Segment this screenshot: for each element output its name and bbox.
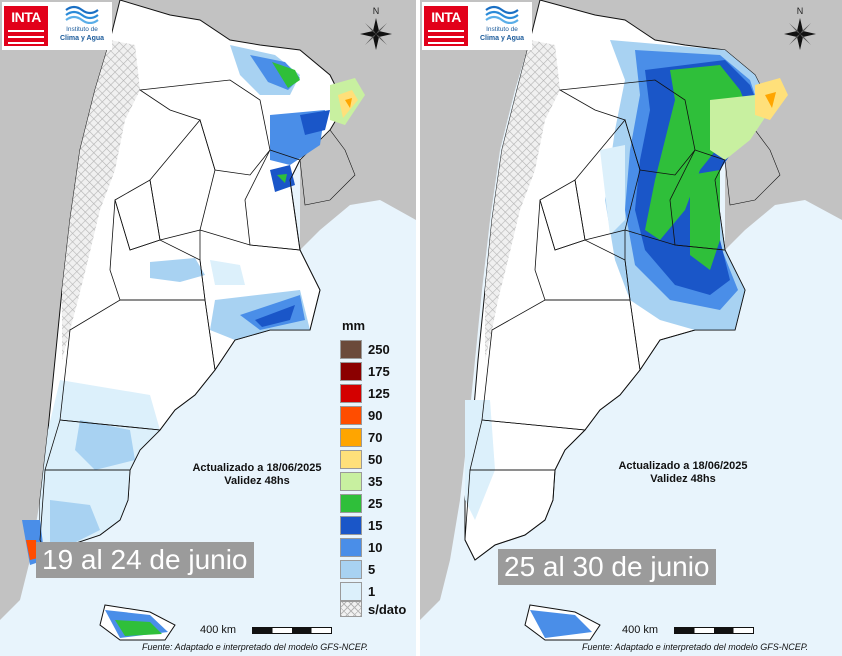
legend-class-5: 5 <box>340 558 416 579</box>
period-label: 25 al 30 de junio <box>498 549 716 585</box>
logos: INTA Instituto de Clima y Agua <box>422 2 532 50</box>
legend-swatch <box>340 450 362 469</box>
legend-swatch <box>340 406 362 425</box>
legend-value: 125 <box>368 386 390 401</box>
institute-logo: Instituto de Clima y Agua <box>54 4 110 48</box>
legend-class-15: 15 <box>340 514 416 535</box>
legend-swatch <box>340 362 362 381</box>
legend-swatch <box>340 472 362 491</box>
legend-swatch <box>340 494 362 513</box>
inta-logo-text: INTA <box>11 9 41 25</box>
validity: Validez 48hs <box>650 473 716 485</box>
legend-value: 175 <box>368 364 390 379</box>
scale-bar-graphic <box>252 627 332 634</box>
scale-label: 400 km <box>200 624 237 636</box>
legend-value: 1 <box>368 584 376 599</box>
legend-value: 50 <box>368 452 383 467</box>
legend-class-175: 175 <box>340 360 416 381</box>
validity: Validez 48hs <box>224 475 290 487</box>
legend-swatch <box>340 582 362 601</box>
period-label: 19 al 24 de junio <box>36 542 254 578</box>
inta-logo-text: INTA <box>431 9 461 25</box>
legend-class-70: 70 <box>340 426 416 447</box>
legend-value: 5 <box>368 562 376 577</box>
source-note: Fuente: Adaptado e interpretado del mode… <box>582 642 809 652</box>
map-panel-right: INTA Instituto de Clima y Agua N <box>420 0 842 656</box>
institute-line2: Clima y Agua <box>59 35 105 42</box>
legend-class-250: 250 <box>340 338 416 359</box>
updated-date: Actualizado a 18/06/2025 <box>618 460 748 472</box>
legend-class-90: 90 <box>340 404 416 425</box>
legend-value: 250 <box>368 342 390 357</box>
north-arrow: N <box>780 6 820 54</box>
legend-value: 15 <box>368 518 383 533</box>
legend-swatch <box>340 560 362 579</box>
legend-unit: mm <box>342 318 366 333</box>
institute-waves-icon <box>484 4 520 24</box>
legend-nodata: s/dato <box>340 601 416 619</box>
institute-logo: Instituto de Clima y Agua <box>474 4 530 48</box>
inta-logo: INTA <box>4 6 48 46</box>
legend-swatch <box>340 340 362 359</box>
legend-swatch <box>340 538 362 557</box>
precipitation-map-left <box>0 0 416 656</box>
legend-value: 90 <box>368 408 383 423</box>
legend-value: 25 <box>368 496 383 511</box>
legend-class-50: 50 <box>340 448 416 469</box>
inta-logo: INTA <box>424 6 468 46</box>
compass-letter: N <box>796 6 804 16</box>
scale-bar: 400 km <box>622 624 762 638</box>
precipitation-map-right <box>420 0 842 656</box>
legend-swatch <box>340 384 362 403</box>
legend-class-125: 125 <box>340 382 416 403</box>
scale-label: 400 km <box>622 624 659 636</box>
map-panel-left: INTA Instituto de Clima y Agua N <box>0 0 416 656</box>
scale-bar-graphic <box>674 627 754 634</box>
panel-divider <box>416 0 420 656</box>
province-borders <box>39 79 321 561</box>
legend-class-1: 1 <box>340 580 416 601</box>
province-borders <box>464 79 746 561</box>
nodata-swatch <box>340 601 362 617</box>
legend-value: 35 <box>368 474 383 489</box>
legend-class-10: 10 <box>340 536 416 557</box>
legend-class-35: 35 <box>340 470 416 491</box>
institute-line2: Clima y Agua <box>479 35 525 42</box>
scale-bar: 400 km <box>200 624 340 638</box>
compass-rose-icon <box>784 18 816 50</box>
north-arrow: N <box>356 6 396 54</box>
source-note: Fuente: Adaptado e interpretado del mode… <box>142 642 369 652</box>
legend: mm 250 175 125 90 70 50 35 25 15 10 5 1 s/dato <box>338 318 416 618</box>
compass-rose-icon <box>360 18 392 50</box>
legend-value: 10 <box>368 540 383 555</box>
chile-area <box>420 0 540 620</box>
legend-swatch <box>340 516 362 535</box>
update-note: Actualizado a 18/06/2025 Validez 48hs <box>172 462 342 488</box>
institute-line1: Instituto de <box>486 26 518 33</box>
nodata-label: s/dato <box>368 602 407 617</box>
logos: INTA Instituto de Clima y Agua <box>2 2 112 50</box>
legend-class-25: 25 <box>340 492 416 513</box>
institute-waves-icon <box>64 4 100 24</box>
compass-letter: N <box>372 6 380 16</box>
updated-date: Actualizado a 18/06/2025 <box>192 462 322 474</box>
institute-line1: Instituto de <box>66 26 98 33</box>
legend-swatch <box>340 428 362 447</box>
update-note: Actualizado a 18/06/2025 Validez 48hs <box>598 460 768 486</box>
legend-value: 70 <box>368 430 383 445</box>
